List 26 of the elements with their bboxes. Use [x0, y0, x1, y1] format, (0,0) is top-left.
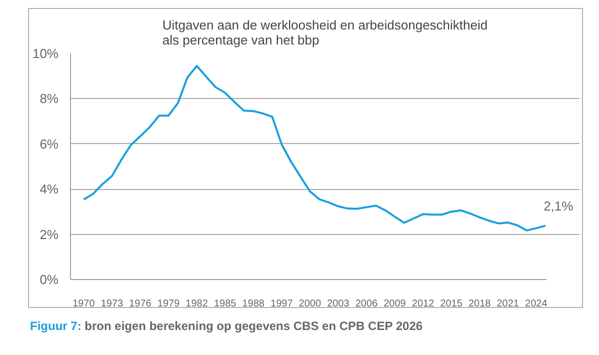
- chart-title: Uitgaven aan de werkloosheid en arbeidsongeschiktheid als percentage van het bbp: [162, 18, 488, 48]
- y-tick-label: 10%: [32, 46, 59, 61]
- x-tick-label: 1976: [129, 298, 152, 310]
- y-tick-label: 8%: [40, 91, 59, 106]
- x-tick-label: 1988: [242, 298, 265, 310]
- x-tick-label: 1982: [186, 298, 208, 310]
- x-tick-label: 2012: [412, 298, 435, 310]
- y-tick-label: 2%: [40, 226, 59, 242]
- y-tick-label: 6%: [40, 136, 59, 152]
- annotation: 2,1%: [544, 198, 574, 214]
- x-tick-label: 1997: [270, 298, 294, 310]
- x-tick-label: 1985: [214, 298, 237, 310]
- text: Figuur 7: bron eigen berekening op gegevens CBS en CPB CEP 2026: [30, 318, 423, 335]
- x-tick-label: 1973: [100, 298, 124, 310]
- x-tick-label: 2021: [496, 298, 520, 310]
- x-tick-label: 2015: [440, 298, 463, 310]
- x-tick-label: 2003: [327, 298, 350, 310]
- x-tick-label: 2009: [384, 298, 406, 310]
- y-tick-label: 4%: [40, 182, 59, 197]
- x-tick-label: 2006: [355, 298, 378, 310]
- x-tick-label: 1979: [157, 298, 180, 310]
- x-tick-label: 2024: [525, 298, 548, 310]
- x-tick-label: 2018: [468, 298, 492, 310]
- y-tick-label: 0%: [40, 272, 59, 287]
- x-tick-label: 2000: [298, 298, 322, 310]
- x-tick-label: 1970: [72, 298, 96, 310]
